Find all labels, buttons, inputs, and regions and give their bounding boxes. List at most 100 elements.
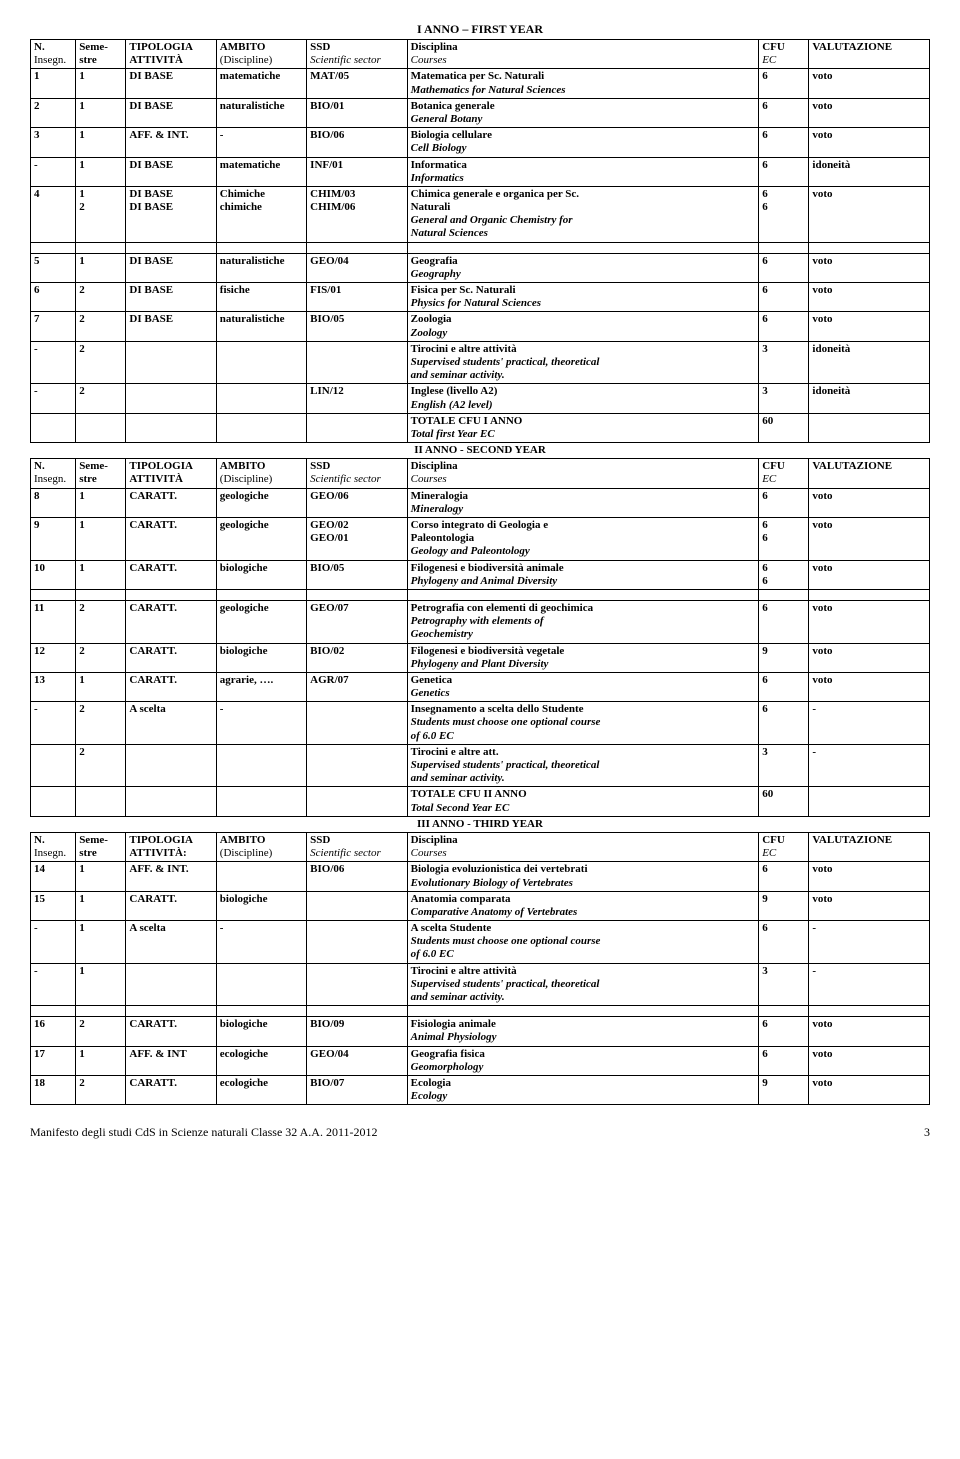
cell-disc1: Tirocini e altre att. [411,746,499,758]
cell-val: voto [809,1017,930,1046]
col-tip: TIPOLOGIA [129,834,193,846]
cell-ssd [307,744,407,787]
cell-disc2: Supervised students' practical, theoreti… [411,356,600,368]
table-row: 1 1 DI BASE matematiche MAT/05 Matematic… [31,69,930,98]
cell-disc2: Ecology [411,1090,448,1102]
cell-n: 14 [31,862,76,891]
cell-disc1: Geografia [411,255,458,267]
col-disc: Disciplina [411,460,458,472]
cell-cfu1: 6 [762,562,768,574]
cell-amb [216,341,306,384]
cell-disc1: Tirocini e altre attività [411,965,517,977]
cell-cfu1: 6 [762,188,768,200]
cell-ssd1: CHIM/03 [310,188,355,200]
cell-tip: CARATT. [126,560,216,589]
cell-sem: 1 [76,1046,126,1075]
col-ssd2: Scientific sector [310,473,381,485]
col-disc2: Courses [411,473,447,485]
cell-cfu: 9 [759,1075,809,1104]
cell-cfu2: 6 [762,575,768,587]
total2: Total first Year EC [411,428,495,440]
cell-val: voto [809,1046,930,1075]
table-row: 15 1 CARATT. biologiche Anatomia compara… [31,891,930,920]
cell-ssd: GEO/04 [307,1046,407,1075]
cell-disc1: Zoologia [411,313,452,325]
cell-sem: 2 [76,283,126,312]
cell-sem: 1 [76,518,126,561]
cell-disc2: Phylogeny and Animal Diversity [411,575,558,587]
cell-ssd: AGR/07 [307,672,407,701]
cell-cfu: 6 [759,157,809,186]
cell-n: 11 [31,600,76,643]
cell-n: 13 [31,672,76,701]
cell-ssd [307,341,407,384]
cell-tip: DI BASE [126,253,216,282]
table-row: 3 1 AFF. & INT. - BIO/06 Biologia cellul… [31,128,930,157]
cell-val: voto [809,862,930,891]
cell-amb1: Chimiche [220,188,265,200]
table-row: 10 1 CARATT. biologiche BIO/05 Filogenes… [31,560,930,589]
col-cfu2: EC [762,54,776,66]
cell-ssd [307,921,407,964]
cell-disc1: Insegnamento a scelta dello Studente [411,703,584,715]
curriculum-table: N.Insegn. Seme-stre TIPOLOGIAATTIVITÀ AM… [30,39,930,1105]
table-row: - 1 DI BASE matematiche INF/01 Informati… [31,157,930,186]
cell-disc2: General Botany [411,113,483,125]
cell-n: 12 [31,643,76,672]
col-amb2: (Discipline) [220,54,273,66]
table-row: 9 1 CARATT. geologiche GEO/02GEO/01 Cors… [31,518,930,561]
cell-n: 18 [31,1075,76,1104]
cell-n: 15 [31,891,76,920]
col-amb2: (Discipline) [220,473,273,485]
cell-val: voto [809,312,930,341]
cell-disc3: of 6.0 EC [411,948,454,960]
cell-disc1: Biologia evoluzionistica dei vertebrati [411,863,588,875]
cell-cfu: 6 [759,253,809,282]
cell-disc1: Mineralogia [411,490,468,502]
cell-amb: - [216,128,306,157]
cell-n [31,744,76,787]
spacer-row [31,1006,930,1017]
cell-ssd: BIO/02 [307,643,407,672]
cell-disc1: Petrografia con elementi di geochimica [411,602,593,614]
cell-cfu: 6 [759,702,809,745]
cell-sem: 1 [76,891,126,920]
cell-ssd1: GEO/02 [310,519,349,531]
spacer-row [31,589,930,600]
table-row: - 1 A scelta - A scelta StudenteStudents… [31,921,930,964]
table-row: 2 Tirocini e altre att.Supervised studen… [31,744,930,787]
cell-amb [216,384,306,413]
col-val: VALUTAZIONE [812,41,892,53]
spacer-row [31,242,930,253]
cell-val: - [809,702,930,745]
cell-sem1: 1 [79,188,85,200]
cell-disc2: Evolutionary Biology of Vertebrates [411,877,573,889]
cell-tip: CARATT. [126,518,216,561]
cell-val: idoneità [809,157,930,186]
col-tip: TIPOLOGIA [129,41,193,53]
col-n: N. [34,41,45,53]
cell-amb2: chimiche [220,201,262,213]
total2: Total Second Year EC [411,802,510,814]
cell-ssd2: GEO/01 [310,532,349,544]
cell-val: voto [809,1075,930,1104]
cell-ssd: GEO/04 [307,253,407,282]
cell-ssd: BIO/07 [307,1075,407,1104]
cell-cfu: 6 [759,69,809,98]
col-sem: Seme- [79,834,108,846]
cell-val: - [809,963,930,1006]
col-amb: AMBITO [220,460,266,472]
cell-disc3: Geochemistry [411,628,473,640]
cell-cfu: 6 [759,98,809,127]
cell-cfu: 3 [759,744,809,787]
col-sem: Seme- [79,460,108,472]
cell-tip [126,963,216,1006]
cell-amb: geologiche [216,488,306,517]
cell-n: 10 [31,560,76,589]
cell-val: voto [809,69,930,98]
total-row: TOTALE CFU II ANNOTotal Second Year EC 6… [31,787,930,816]
col-amb: AMBITO [220,834,266,846]
cell-tip: CARATT. [126,672,216,701]
table-row: - 2 LIN/12 Inglese (livello A2)English (… [31,384,930,413]
cell-cfu: 6 [759,862,809,891]
